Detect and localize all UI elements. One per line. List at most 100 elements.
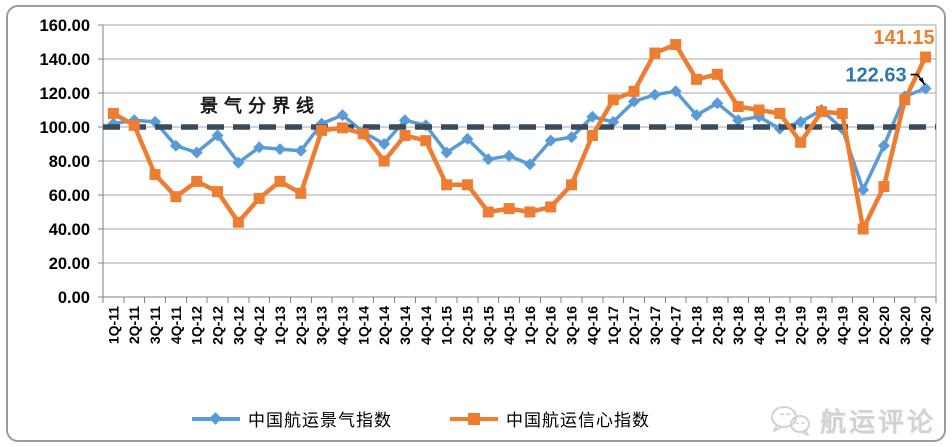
x-tick-label: 1Q-12 [189, 306, 205, 345]
marker-diamond [398, 114, 411, 127]
marker-square [316, 124, 328, 136]
marker-square [857, 223, 869, 235]
marker-square [607, 94, 619, 106]
marker-square [399, 130, 411, 141]
marker-square [691, 73, 703, 85]
x-tick-label: 2Q-17 [626, 306, 642, 345]
marker-square [753, 104, 765, 116]
marker-square [107, 107, 119, 119]
marker-square [170, 191, 182, 203]
marker-square [815, 106, 827, 118]
marker-square [482, 206, 494, 218]
x-tick-label: 3Q-19 [813, 306, 829, 345]
x-tick-label: 2Q-16 [543, 306, 559, 345]
marker-diamond [253, 141, 266, 154]
x-tick-label: 4Q-20 [918, 306, 934, 345]
marker-diamond [294, 144, 307, 157]
x-tick-label: 3Q-17 [647, 306, 663, 345]
marker-diamond [586, 110, 599, 123]
x-tick-label: 4Q-19 [834, 306, 850, 345]
marker-square [191, 175, 203, 187]
marker-diamond [232, 156, 245, 169]
x-tick-label: 1Q-19 [772, 306, 788, 345]
legend-item-prosperity-index: 中国航运景气指数 [192, 406, 392, 431]
marker-square [441, 179, 453, 191]
marker-square [711, 68, 723, 80]
x-tick-label: 4Q-17 [668, 306, 684, 345]
x-tick-label: 3Q-16 [564, 306, 580, 345]
marker-square [253, 192, 265, 204]
x-tick-label: 4Q-13 [334, 306, 350, 345]
marker-diamond [211, 129, 224, 142]
y-tick-label: 160.00 [40, 17, 90, 35]
marker-square [503, 203, 515, 215]
marker-square [232, 216, 244, 228]
x-tick-label: 4Q-18 [751, 306, 767, 345]
marker-diamond [440, 146, 453, 159]
marker-diamond [628, 95, 641, 108]
y-tick-label: 140.00 [40, 51, 90, 69]
x-tick-label: 2Q-13 [293, 306, 309, 345]
x-tick-label: 4Q-14 [418, 306, 434, 345]
marker-diamond [648, 88, 661, 101]
marker-diamond [336, 109, 349, 122]
marker-diamond [919, 82, 932, 95]
x-tick-label: 3Q-12 [230, 306, 246, 345]
x-tick-label: 3Q-11 [147, 306, 163, 344]
marker-diamond [190, 146, 203, 159]
marker-diamond [544, 134, 557, 147]
marker-diamond [315, 117, 328, 130]
y-tick-label: 20.00 [49, 255, 90, 273]
annotation-confidence-value: 141.15 [873, 27, 934, 49]
watermark: 航运评论 [769, 402, 936, 439]
marker-square [357, 128, 369, 140]
marker-square [732, 101, 744, 113]
y-tick-label: 60.00 [49, 187, 90, 205]
marker-square [774, 107, 786, 119]
marker-diamond [503, 149, 516, 162]
marker-square [274, 175, 286, 187]
marker-square [628, 85, 640, 97]
marker-diamond [378, 138, 391, 150]
x-tick-label: 2Q-20 [876, 306, 892, 345]
x-tick-label: 1Q-11 [105, 306, 121, 344]
reference-line-label: 景气分界线 [200, 95, 320, 116]
x-tick-label: 1Q-14 [355, 306, 371, 345]
marker-diamond [274, 143, 287, 156]
x-tick-label: 3Q-20 [897, 306, 913, 345]
legend-label-confidence: 中国航运信心指数 [506, 411, 650, 430]
marker-square [378, 155, 390, 167]
marker-diamond [794, 115, 807, 128]
marker-square [878, 181, 890, 192]
marker-diamond [732, 114, 745, 127]
x-tick-label: 3Q-13 [314, 306, 330, 345]
marker-diamond [107, 117, 120, 130]
marker-diamond [877, 139, 890, 152]
x-tick-label: 2Q-11 [126, 306, 142, 344]
marker-square [461, 179, 473, 191]
x-tick-label: 1Q-13 [272, 306, 288, 345]
y-tick-label: 80.00 [49, 153, 90, 171]
x-tick-label: 1Q-17 [605, 306, 621, 345]
chart-legend: 中国航运景气指数 中国航运信心指数 [0, 406, 952, 431]
chat-bubbles-icon [770, 405, 810, 436]
legend-line-diamond-icon [192, 411, 240, 425]
marker-diamond [565, 131, 578, 144]
x-tick-label: 3Q-18 [730, 306, 746, 345]
x-tick-label: 2Q-19 [793, 306, 809, 345]
marker-square [795, 136, 807, 148]
x-tick-label: 1Q-20 [855, 306, 871, 345]
marker-diamond [482, 153, 495, 166]
y-tick-label: 100.00 [40, 119, 90, 137]
y-tick-label: 40.00 [49, 221, 90, 239]
marker-diamond [169, 139, 182, 152]
marker-square [336, 122, 348, 134]
marker-square [836, 107, 848, 119]
marker-square [566, 179, 578, 191]
legend-line-square-icon [450, 412, 498, 425]
y-tick-label: 0.00 [58, 289, 90, 307]
x-tick-label: 4Q-11 [168, 306, 184, 344]
chart-frame [6, 5, 946, 442]
x-tick-label: 3Q-15 [480, 306, 496, 345]
